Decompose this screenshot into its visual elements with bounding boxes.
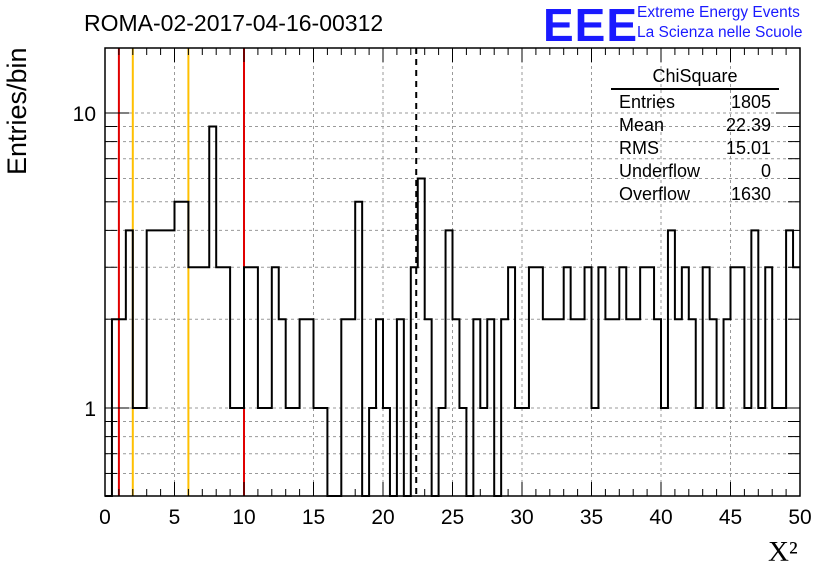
y-axis-label: Entries/bin (2, 47, 32, 175)
stats-label: RMS (619, 138, 659, 158)
stats-row: Overflow 1630 (611, 182, 779, 205)
stats-value: 1630 (730, 184, 771, 204)
logo-line-2: La Scienza nelle Scuole (637, 24, 803, 41)
stats-label: Mean (619, 115, 665, 135)
y-tick-label: 1 (84, 398, 96, 421)
stats-value: 1805 (730, 92, 771, 112)
stats-box: ChiSquare Entries 1805 Mean 22.39 RMS 15.01… (611, 66, 779, 205)
x-axis-label: Χ² (768, 536, 798, 568)
stats-label: Entries (619, 92, 676, 112)
stats-value: 15.01 (725, 138, 771, 158)
x-tick-label: 50 (788, 506, 811, 529)
reference-lines (117, 48, 418, 496)
stats-row: Entries 1805 (611, 90, 779, 113)
stats-label: Underflow (619, 161, 701, 181)
x-tick-label: 0 (99, 506, 111, 529)
stats-title: ChiSquare (611, 66, 779, 90)
x-tick-label: 25 (441, 506, 464, 529)
logo-line-1: Extreme Energy Events (637, 4, 800, 21)
histogram-series (105, 125, 800, 497)
axis-ticks (104, 48, 801, 496)
chart-title: ROMA-02-2017-04-16-00312 (84, 10, 384, 36)
stats-value: 0 (760, 161, 771, 181)
x-tick-label: 20 (371, 506, 394, 529)
stats-value: 22.39 (725, 115, 771, 135)
stats-label: Overflow (619, 184, 691, 204)
stats-row: Mean 22.39 (611, 113, 779, 136)
x-tick-label: 5 (169, 506, 181, 529)
x-tick-label: 35 (580, 506, 603, 529)
histogram-line (105, 125, 800, 497)
eee-logo: EEE (543, 0, 639, 51)
x-tick-label: 10 (232, 506, 255, 529)
stats-row: RMS 15.01 (611, 136, 779, 159)
x-tick-label: 15 (302, 506, 325, 529)
tick-labels: 0 5 10 15 20 25 30 35 40 45 50 1 10 (73, 103, 812, 529)
x-tick-label: 45 (719, 506, 742, 529)
x-tick-label: 30 (510, 506, 533, 529)
stats-row: Underflow 0 (611, 159, 779, 182)
y-tick-label: 10 (73, 103, 96, 126)
x-tick-label: 40 (649, 506, 672, 529)
